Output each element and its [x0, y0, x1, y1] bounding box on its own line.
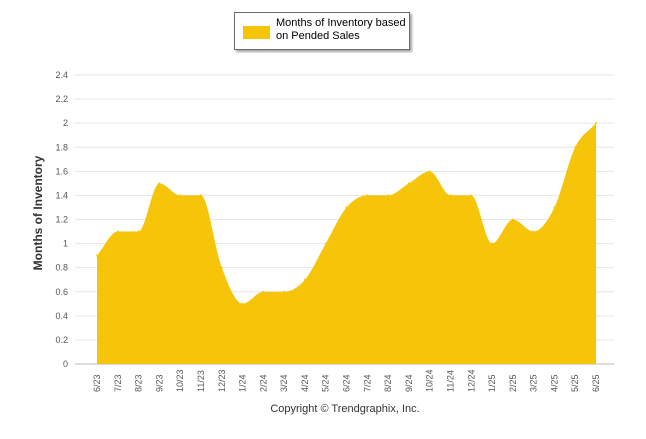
y-tick-label: 0.2 [55, 335, 68, 345]
y-tick-label: 0 [63, 359, 68, 369]
x-tick-label: 12/24 [466, 369, 476, 392]
data-point [303, 278, 306, 281]
data-point [407, 182, 410, 185]
x-tick-label: 8/23 [134, 374, 144, 392]
data-point [574, 146, 577, 149]
data-point [241, 302, 244, 305]
y-tick-label: 0.6 [55, 287, 68, 297]
data-point [158, 182, 161, 185]
y-tick-label: 0.4 [55, 311, 68, 321]
x-tick-label: 7/24 [362, 374, 372, 392]
legend-label: Months of Inventory based on Pended Sale… [276, 17, 406, 43]
data-point [137, 230, 140, 233]
x-tick-label: 10/24 [425, 369, 435, 392]
data-point [428, 170, 431, 173]
y-tick-label: 2.4 [55, 70, 68, 80]
data-point [553, 206, 556, 209]
data-point [283, 290, 286, 293]
data-point [324, 242, 327, 245]
y-tick-label: 1.6 [55, 166, 68, 176]
y-tick-labels: 0 0.2 0.4 0.6 0.8 1 1.2 1.4 1.6 1.8 2 2.2 2.4 [55, 70, 68, 369]
data-point [532, 230, 535, 233]
x-tick-label: 6/25 [591, 374, 601, 392]
x-tick-label: 9/24 [404, 374, 414, 392]
x-tick-label: 3/24 [279, 374, 289, 392]
data-point [179, 194, 182, 197]
legend-label-line1: Months of Inventory based [276, 17, 406, 29]
x-tick-label: 8/24 [383, 374, 393, 392]
y-tick-label: 1.8 [55, 142, 68, 152]
x-tick-label: 2/24 [258, 374, 268, 392]
copyright-footer: Copyright © Trendgraphix, Inc. [270, 403, 420, 415]
data-point [199, 194, 202, 197]
x-tick-label: 1/25 [487, 374, 497, 392]
data-area [97, 123, 596, 365]
x-tick-label: 5/25 [570, 374, 580, 392]
data-point [387, 194, 390, 197]
x-tick-label: 11/24 [445, 370, 455, 392]
data-point [96, 254, 98, 257]
y-axis-title: Months of Inventory [31, 155, 45, 270]
legend-swatch [243, 26, 270, 39]
y-tick-label: 2 [63, 118, 68, 128]
x-tick-label: 3/25 [529, 374, 539, 392]
area-series [97, 123, 596, 365]
y-tick-label: 1.2 [55, 215, 68, 225]
data-point [491, 242, 494, 245]
y-tick-label: 0.8 [55, 263, 68, 273]
data-point [366, 194, 369, 197]
x-tick-label: 1/24 [238, 374, 248, 392]
x-tick-labels: 6/23 7/23 8/23 9/23 10/23 11/23 12/23 1/24 2/24 3… [92, 369, 601, 392]
data-point [220, 266, 223, 269]
x-tick-label: 2/25 [508, 374, 518, 392]
data-point [470, 194, 473, 197]
x-tick-label: 6/24 [342, 374, 352, 392]
legend-label-line2: on Pended Sales [276, 30, 360, 42]
y-tick-label: 2.2 [55, 94, 68, 104]
x-tick-label: 4/25 [549, 374, 559, 392]
x-tick-label: 11/23 [196, 370, 206, 392]
data-point [595, 122, 597, 125]
x-tick-label: 4/24 [300, 374, 310, 392]
y-tick-label: 1.4 [55, 190, 68, 200]
data-point [116, 230, 119, 233]
data-points [96, 122, 597, 305]
x-tick-label: 5/24 [321, 374, 331, 392]
x-tick-label: 6/23 [92, 374, 102, 392]
data-point [449, 194, 452, 197]
x-tick-label: 10/23 [175, 369, 185, 392]
y-tick-label: 1 [63, 239, 68, 249]
data-point [345, 206, 348, 209]
x-tick-label: 7/23 [113, 374, 123, 392]
legend: Months of Inventory based on Pended Sale… [234, 12, 410, 50]
x-tick-label: 12/23 [217, 369, 227, 392]
data-point [262, 290, 265, 293]
x-tick-label: 9/23 [154, 374, 164, 392]
data-point [511, 218, 514, 221]
